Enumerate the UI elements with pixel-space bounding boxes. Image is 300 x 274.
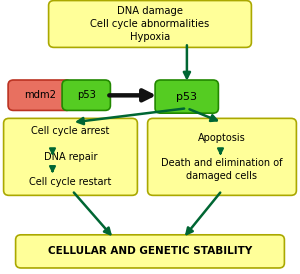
FancyBboxPatch shape <box>155 80 218 113</box>
FancyBboxPatch shape <box>8 80 71 110</box>
Text: CELLULAR AND GENETIC STABILITY: CELLULAR AND GENETIC STABILITY <box>48 246 252 256</box>
FancyBboxPatch shape <box>4 118 137 195</box>
Text: Apoptosis
 
Death and elimination of
damaged cells: Apoptosis Death and elimination of damag… <box>161 133 283 181</box>
Text: p53: p53 <box>77 90 96 100</box>
Text: p53: p53 <box>176 92 197 102</box>
Text: mdm2: mdm2 <box>24 90 56 100</box>
FancyBboxPatch shape <box>16 235 284 268</box>
Text: Cell cycle arrest
 
DNA repair
 
Cell cycle restart: Cell cycle arrest DNA repair Cell cycle … <box>29 126 112 187</box>
Text: DNA damage
Cell cycle abnormalities
Hypoxia: DNA damage Cell cycle abnormalities Hypo… <box>90 6 210 42</box>
FancyBboxPatch shape <box>62 80 110 110</box>
FancyBboxPatch shape <box>49 1 251 47</box>
FancyBboxPatch shape <box>148 118 296 195</box>
